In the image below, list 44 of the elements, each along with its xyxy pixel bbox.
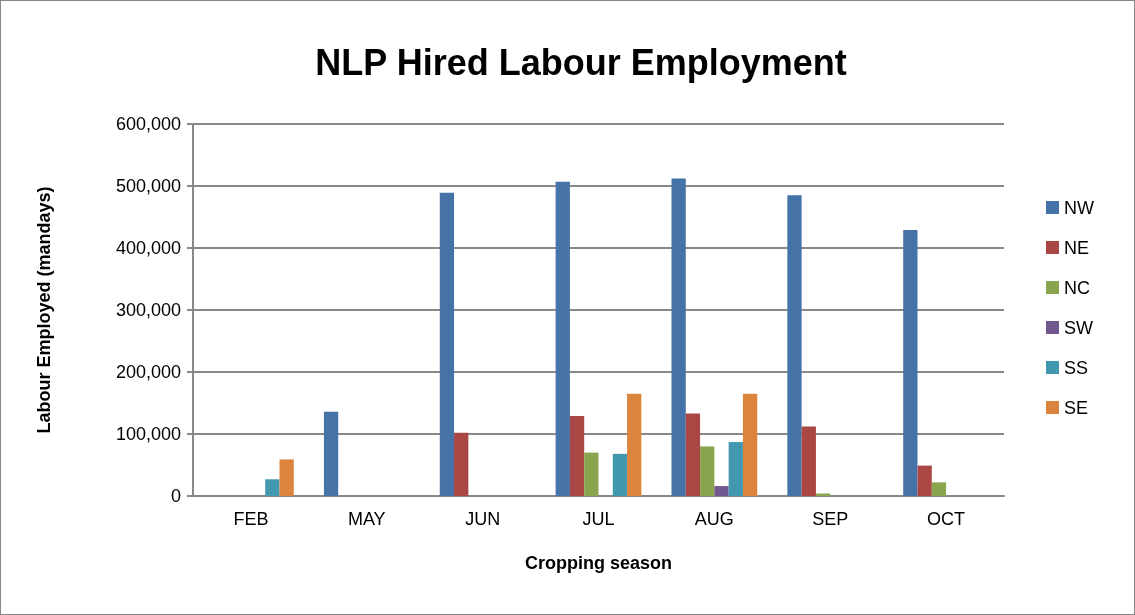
- bar: [612, 453, 628, 496]
- x-tick-label: FEB: [233, 509, 269, 529]
- legend-label: SW: [1064, 317, 1094, 338]
- x-tick-label: AUG: [694, 509, 734, 529]
- y-axis-title: Labour Employed (mandays): [34, 186, 54, 434]
- chart-title: NLP Hired Labour Employment: [315, 41, 847, 83]
- bar: [787, 195, 802, 496]
- bar: [903, 230, 918, 496]
- bar: [569, 416, 585, 496]
- bar: [627, 393, 642, 496]
- bar: [801, 426, 816, 496]
- bar: [265, 479, 280, 496]
- y-tick-label: 100,000: [115, 424, 181, 444]
- bar: [555, 181, 570, 496]
- y-tick-label: 400,000: [115, 238, 181, 258]
- x-tick-label: SEP: [812, 509, 849, 529]
- bar: [714, 486, 729, 496]
- legend-label: NW: [1064, 197, 1095, 218]
- bar: [439, 192, 455, 496]
- y-tick-label: 500,000: [115, 176, 181, 196]
- x-tick-label: OCT: [927, 509, 966, 529]
- bar: [323, 411, 339, 496]
- bar: [671, 178, 686, 496]
- legend-label: SS: [1064, 357, 1089, 378]
- x-tick-label: JUL: [582, 509, 615, 529]
- y-tick-label: 300,000: [115, 300, 181, 320]
- x-axis-title: Cropping season: [524, 553, 673, 573]
- bar: [728, 442, 743, 496]
- bar: [917, 465, 932, 496]
- legend-label: SE: [1064, 397, 1089, 418]
- bar: [279, 459, 294, 496]
- y-tick-label: 0: [170, 486, 181, 506]
- bar: [931, 482, 947, 496]
- bar: [454, 432, 469, 496]
- y-tick-label: 600,000: [115, 114, 181, 134]
- bar: [685, 413, 701, 496]
- legend-label: NC: [1064, 277, 1091, 298]
- bar: [700, 446, 715, 496]
- bar: [742, 393, 758, 496]
- y-tick-label: 200,000: [115, 362, 181, 382]
- bar: [584, 452, 599, 496]
- legend-label: NE: [1064, 237, 1090, 258]
- x-tick-label: JUN: [465, 509, 501, 529]
- x-tick-label: MAY: [347, 509, 386, 529]
